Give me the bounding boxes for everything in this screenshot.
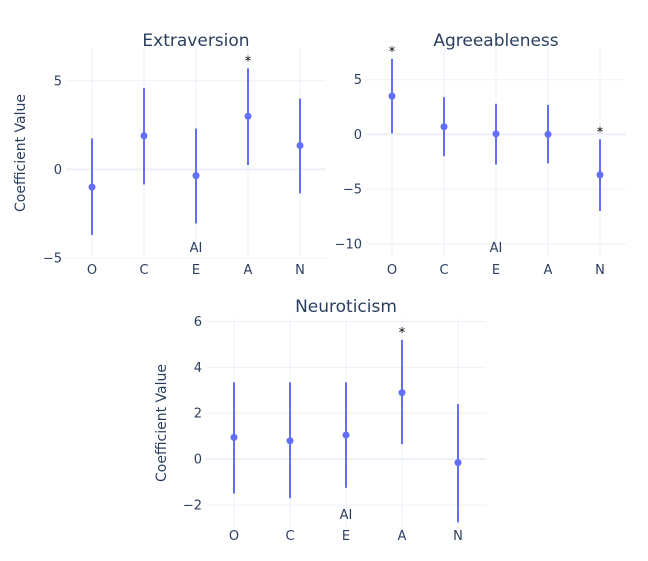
y-tick-label: 5 bbox=[354, 73, 362, 88]
x-axis-label: AI bbox=[340, 508, 353, 523]
y-tick-label: 0 bbox=[354, 128, 362, 143]
y-tick-label: 0 bbox=[194, 453, 202, 468]
panel-title: Extraversion bbox=[142, 31, 249, 51]
data-point bbox=[398, 389, 406, 397]
x-tick-label: E bbox=[492, 263, 500, 278]
data-point bbox=[88, 183, 96, 191]
data-point bbox=[286, 437, 294, 445]
data-point bbox=[342, 431, 350, 439]
x-tick-label: C bbox=[139, 263, 148, 278]
y-tick-label: 2 bbox=[194, 407, 202, 422]
data-point bbox=[296, 141, 304, 149]
y-tick-label: −10 bbox=[335, 237, 362, 252]
panel-neuroticism: −2 0 2 4 6 Neuroticism O C E A N AI Coefficient Valu… bbox=[154, 297, 486, 544]
y-tick-label: 4 bbox=[194, 361, 202, 376]
y-axis-label: Coefficient Value bbox=[13, 94, 29, 212]
x-tick-label: N bbox=[295, 263, 305, 278]
data-point bbox=[596, 171, 604, 179]
y-tick-label: 0 bbox=[54, 163, 62, 178]
x-tick-label: N bbox=[595, 263, 605, 278]
x-tick-label: O bbox=[387, 263, 397, 278]
x-tick-label: C bbox=[439, 263, 448, 278]
significance-star: * bbox=[389, 45, 396, 60]
significance-star: * bbox=[399, 326, 406, 341]
data-point bbox=[492, 130, 500, 138]
data-point bbox=[244, 112, 252, 120]
y-axis-label: Coefficient Value bbox=[154, 364, 170, 482]
panel-title: Neuroticism bbox=[295, 297, 397, 317]
x-tick-label: E bbox=[342, 529, 350, 544]
x-tick-label: A bbox=[244, 263, 253, 278]
x-tick-label: A bbox=[398, 529, 407, 544]
x-axis-label: AI bbox=[490, 241, 503, 256]
x-tick-label: C bbox=[285, 529, 294, 544]
y-tick-label: 5 bbox=[54, 74, 62, 89]
x-tick-label: O bbox=[87, 263, 97, 278]
x-tick-label: A bbox=[544, 263, 553, 278]
data-point bbox=[454, 459, 462, 467]
data-point bbox=[440, 123, 448, 131]
data-point bbox=[192, 172, 200, 180]
x-tick-label: O bbox=[229, 529, 239, 544]
data-point bbox=[230, 433, 238, 441]
y-tick-label: 6 bbox=[194, 315, 202, 330]
x-tick-label: N bbox=[453, 529, 463, 544]
data-point bbox=[388, 92, 396, 100]
y-tick-label: −5 bbox=[343, 183, 362, 198]
panel-extraversion: −5 0 5 Extraversion O C E A N AI Coefficient Value… bbox=[13, 31, 326, 278]
significance-star: * bbox=[597, 125, 604, 140]
data-point bbox=[544, 130, 552, 138]
x-axis-label: AI bbox=[190, 241, 203, 256]
y-tick-label: −2 bbox=[183, 499, 202, 514]
panel-agreeableness: −10 −5 0 5 Agreeableness O C E A N AI * * bbox=[335, 31, 626, 278]
y-tick-label: −5 bbox=[43, 252, 62, 267]
data-point bbox=[140, 132, 148, 140]
significance-star: * bbox=[245, 54, 252, 69]
x-tick-label: E bbox=[192, 263, 200, 278]
panel-title: Agreeableness bbox=[433, 31, 558, 51]
